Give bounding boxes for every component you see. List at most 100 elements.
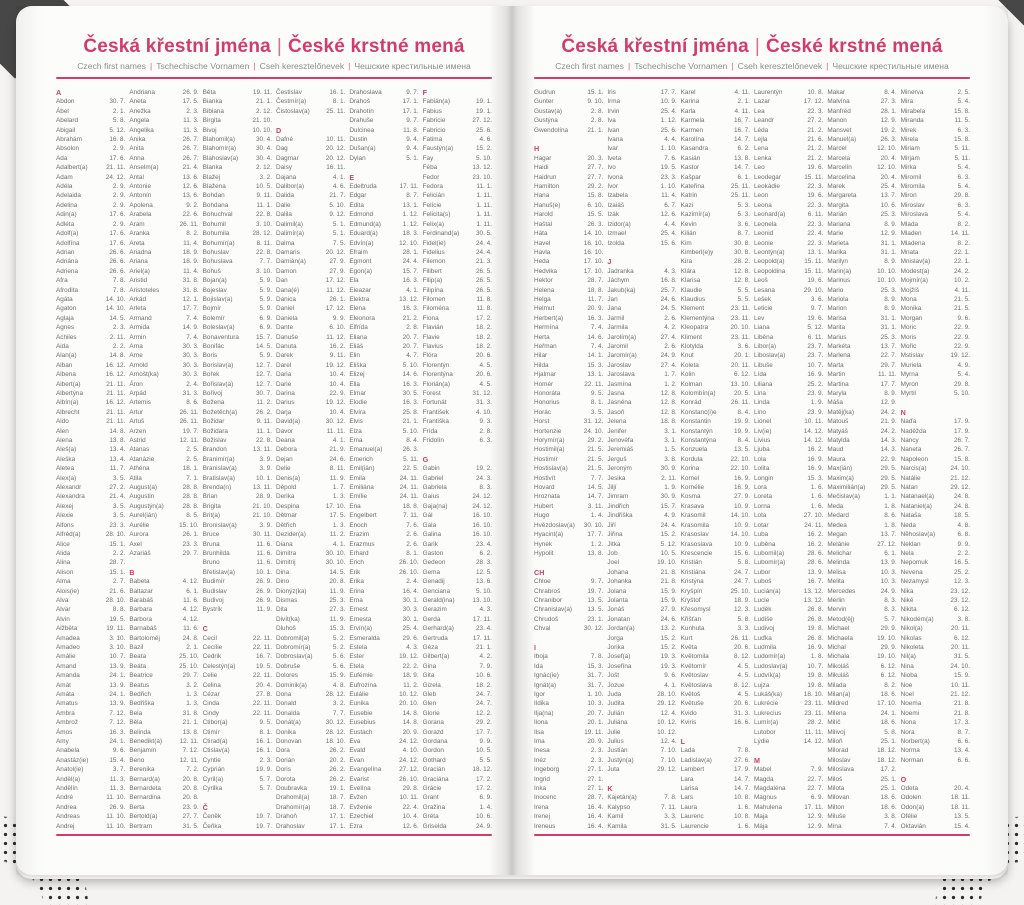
name-day-row: Baltazar 6. 1. <box>129 587 198 596</box>
name-day-row: Meda 1. 8. <box>827 502 896 511</box>
name-day-date: 9. 7. <box>406 117 419 125</box>
name-day-date: 12. 7. <box>255 371 272 379</box>
name-day-date: 10. 12. <box>657 719 677 727</box>
name-day-date: 10. 5. <box>475 747 492 755</box>
name-day-date: 3. 8. <box>664 455 677 463</box>
name-day-date: 8. 1. <box>406 549 419 557</box>
given-name: Michala <box>827 653 850 661</box>
given-name: Joel <box>607 559 620 567</box>
name-day-date: 27. 1. <box>587 785 604 793</box>
section-letter: J <box>607 257 676 266</box>
given-name: Lucie <box>753 596 770 604</box>
name-day-date: 26. 7. <box>182 136 199 144</box>
name-day-date: 18. 1. <box>182 465 199 473</box>
name-day-row: Kviris 16. 6. <box>681 718 750 727</box>
name-day-date: 29. 9. <box>880 643 897 651</box>
name-day-date: 17. 10. <box>325 502 346 510</box>
name-day-row: Milorad 18. 12. <box>827 746 896 755</box>
name-day-row: Irvin 25. 4. <box>607 107 676 116</box>
given-name: Gréta <box>422 813 439 821</box>
name-day-date: 28. 12. <box>325 728 346 736</box>
name-day-date: 24. 8. <box>953 493 970 501</box>
name-day-date: 25. 6. <box>660 126 677 134</box>
name-day-date: 6. 10. <box>587 201 604 209</box>
name-day-date: 14. 8. <box>402 709 419 717</box>
name-day-date: 28. 7. <box>587 277 604 285</box>
name-day-date: 24. 1. <box>109 672 126 680</box>
given-name: Alexandr <box>56 484 82 492</box>
given-name: Gita <box>422 672 435 680</box>
name-day-date: 12. 4. <box>660 709 677 717</box>
name-day-row: Danuta 16. 2. <box>276 342 345 351</box>
name-day-row: Michala 19. 10. <box>827 652 896 661</box>
name-day-date: 7. 10. <box>660 756 677 764</box>
name-day-date: 12. 7. <box>255 380 272 388</box>
name-day-date: 2. 3. <box>590 747 604 755</box>
name-day-date: 14. 5. <box>329 568 346 576</box>
given-name: Lída <box>753 371 767 379</box>
given-name: Alexej <box>56 502 74 510</box>
name-day-row: Brit(a) 21. 10. <box>203 511 272 520</box>
name-day-row: Drahomír(a) 18. 7. <box>276 803 345 812</box>
given-name: Matěj(ka) <box>827 408 854 416</box>
name-day-row: Ella 16. 3. <box>349 380 418 389</box>
given-name: Kevin <box>680 220 697 228</box>
name-day-date: 21. 5. <box>953 295 970 303</box>
name-day-row: Izabela 11. 4. <box>607 191 676 200</box>
given-name: Nika <box>900 587 914 595</box>
name-day-date: 3. 6. <box>737 220 750 228</box>
given-name: Griselda <box>422 822 447 830</box>
name-day-row: Mirka 5. 4. <box>901 163 970 172</box>
name-day-row: Erazim 2. 6. <box>349 530 418 539</box>
name-day-row: Haštal 26. 3. <box>534 220 603 229</box>
name-day-date: 16. 2. <box>807 531 824 539</box>
given-name: Manuel(a) <box>827 136 857 144</box>
title-part: Чешские крестильные имена <box>832 61 949 71</box>
name-day-row: Dalimír(a) 5. 1. <box>276 229 345 238</box>
name-day-date: 10. 3. <box>880 568 897 576</box>
name-day-date: 26. 6. <box>109 248 126 256</box>
name-day-row: Nona 17. 3. <box>901 718 970 727</box>
given-name: Evangelína <box>349 766 382 774</box>
given-name: Klotylda <box>680 342 704 350</box>
name-day-row: Hypolit 13. 8. <box>534 549 603 558</box>
name-day-row: Jošt 9. 6. <box>607 671 676 680</box>
name-day-row: Hostimil(a) 21. 5. <box>534 445 603 454</box>
name-day-date: 1. 11. <box>476 211 492 219</box>
given-name: Arleta <box>129 305 147 313</box>
name-day-row: Herbert(a) 16. 3. <box>534 314 603 323</box>
name-day-row: Aneta 17. 5. <box>129 97 198 106</box>
name-day-date: 11. 6. <box>256 540 272 548</box>
blank-line <box>276 116 345 125</box>
name-day-date: 18. 2. <box>475 324 492 332</box>
given-name: Armand <box>129 314 152 322</box>
name-day-row: Flóra 20. 6. <box>423 351 492 360</box>
given-name: Laurentýn <box>753 89 783 96</box>
given-name: Darel <box>275 361 292 369</box>
given-name: Bertold(a) <box>129 813 158 821</box>
given-name: Myrtil <box>900 390 916 397</box>
name-day-row: Marita 31. 1. <box>827 323 896 332</box>
name-day-row: Andriana 26. 9. <box>129 88 198 97</box>
name-day-date: 17. 6. <box>109 239 126 247</box>
given-name: Gizela <box>422 681 441 689</box>
name-day-date: 2. 4. <box>406 578 419 586</box>
name-day-date: 16. 9. <box>807 643 824 651</box>
given-name: Martin <box>827 371 846 379</box>
given-name: Emílie <box>349 493 368 501</box>
name-day-row: Genadij 13. 6. <box>423 577 492 586</box>
name-day-row: Drahoslav 17. 1. <box>276 822 345 831</box>
name-day-row: Miroslava 5. 4. <box>901 210 970 219</box>
given-name: Božislav <box>202 437 227 445</box>
given-name: Lutobor <box>753 728 776 736</box>
given-name: Engelbert <box>349 512 377 520</box>
name-day-date: 14. 11. <box>950 230 970 238</box>
name-day-row: Lolita 16. 9. <box>754 464 823 473</box>
given-name: Dorián <box>275 756 295 764</box>
name-day-date: 8. 4. <box>406 437 419 445</box>
name-day-date: 29. 5. <box>880 465 897 473</box>
name-day-date: 26. 8. <box>807 606 824 614</box>
name-day-row: Judita 29. 12. <box>607 699 676 708</box>
given-name: Narcis(a) <box>900 465 927 473</box>
name-day-row: Loreta 1. 6. <box>754 492 823 501</box>
